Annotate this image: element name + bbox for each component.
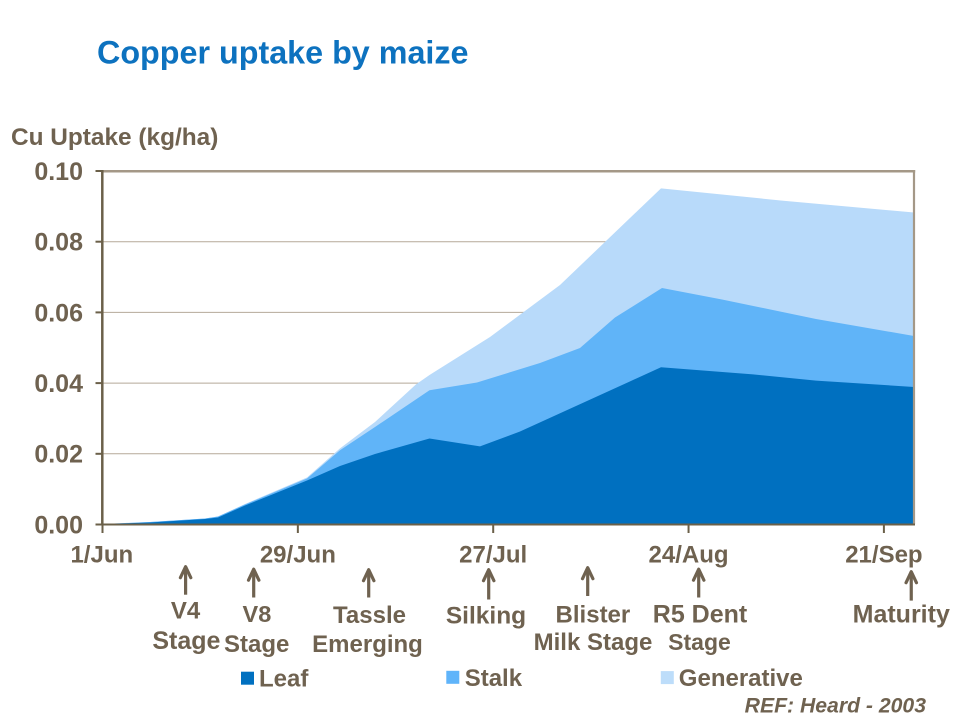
svg-text:Stage: Stage bbox=[224, 631, 289, 658]
svg-text:0.08: 0.08 bbox=[34, 229, 83, 257]
svg-text:V4: V4 bbox=[171, 598, 201, 625]
svg-text:0.02: 0.02 bbox=[34, 441, 83, 469]
svg-text:Stage: Stage bbox=[152, 627, 220, 655]
svg-text:Milk Stage: Milk Stage bbox=[534, 629, 653, 656]
svg-text:Emerging: Emerging bbox=[312, 631, 423, 658]
svg-text:1/Jun: 1/Jun bbox=[70, 541, 133, 568]
svg-text:Copper uptake by maize: Copper uptake by maize bbox=[97, 35, 469, 71]
svg-text:Blister: Blister bbox=[556, 602, 631, 629]
svg-text:24/Aug: 24/Aug bbox=[649, 541, 729, 568]
svg-text:R5 Dent: R5 Dent bbox=[653, 601, 748, 629]
svg-text:Generative: Generative bbox=[679, 665, 803, 692]
svg-text:REF: Heard - 2003: REF: Heard - 2003 bbox=[745, 695, 927, 718]
svg-text:27/Jul: 27/Jul bbox=[459, 541, 527, 568]
svg-text:Tassle: Tassle bbox=[333, 602, 406, 629]
svg-text:Silking: Silking bbox=[446, 602, 526, 629]
svg-text:0.04: 0.04 bbox=[34, 370, 83, 398]
svg-text:Cu Uptake (kg/ha): Cu Uptake (kg/ha) bbox=[11, 124, 218, 151]
svg-text:29/Jun: 29/Jun bbox=[260, 541, 336, 568]
svg-text:V8: V8 bbox=[243, 601, 272, 627]
svg-text:Maturity: Maturity bbox=[853, 601, 950, 629]
svg-text:Leaf: Leaf bbox=[259, 665, 309, 692]
svg-text:0.06: 0.06 bbox=[34, 299, 83, 327]
svg-text:Stalk: Stalk bbox=[465, 665, 523, 692]
svg-text:21/Sep: 21/Sep bbox=[845, 541, 922, 568]
svg-text:Stage: Stage bbox=[668, 629, 731, 655]
svg-text:0.10: 0.10 bbox=[34, 158, 83, 186]
svg-text:0.00: 0.00 bbox=[34, 511, 83, 539]
